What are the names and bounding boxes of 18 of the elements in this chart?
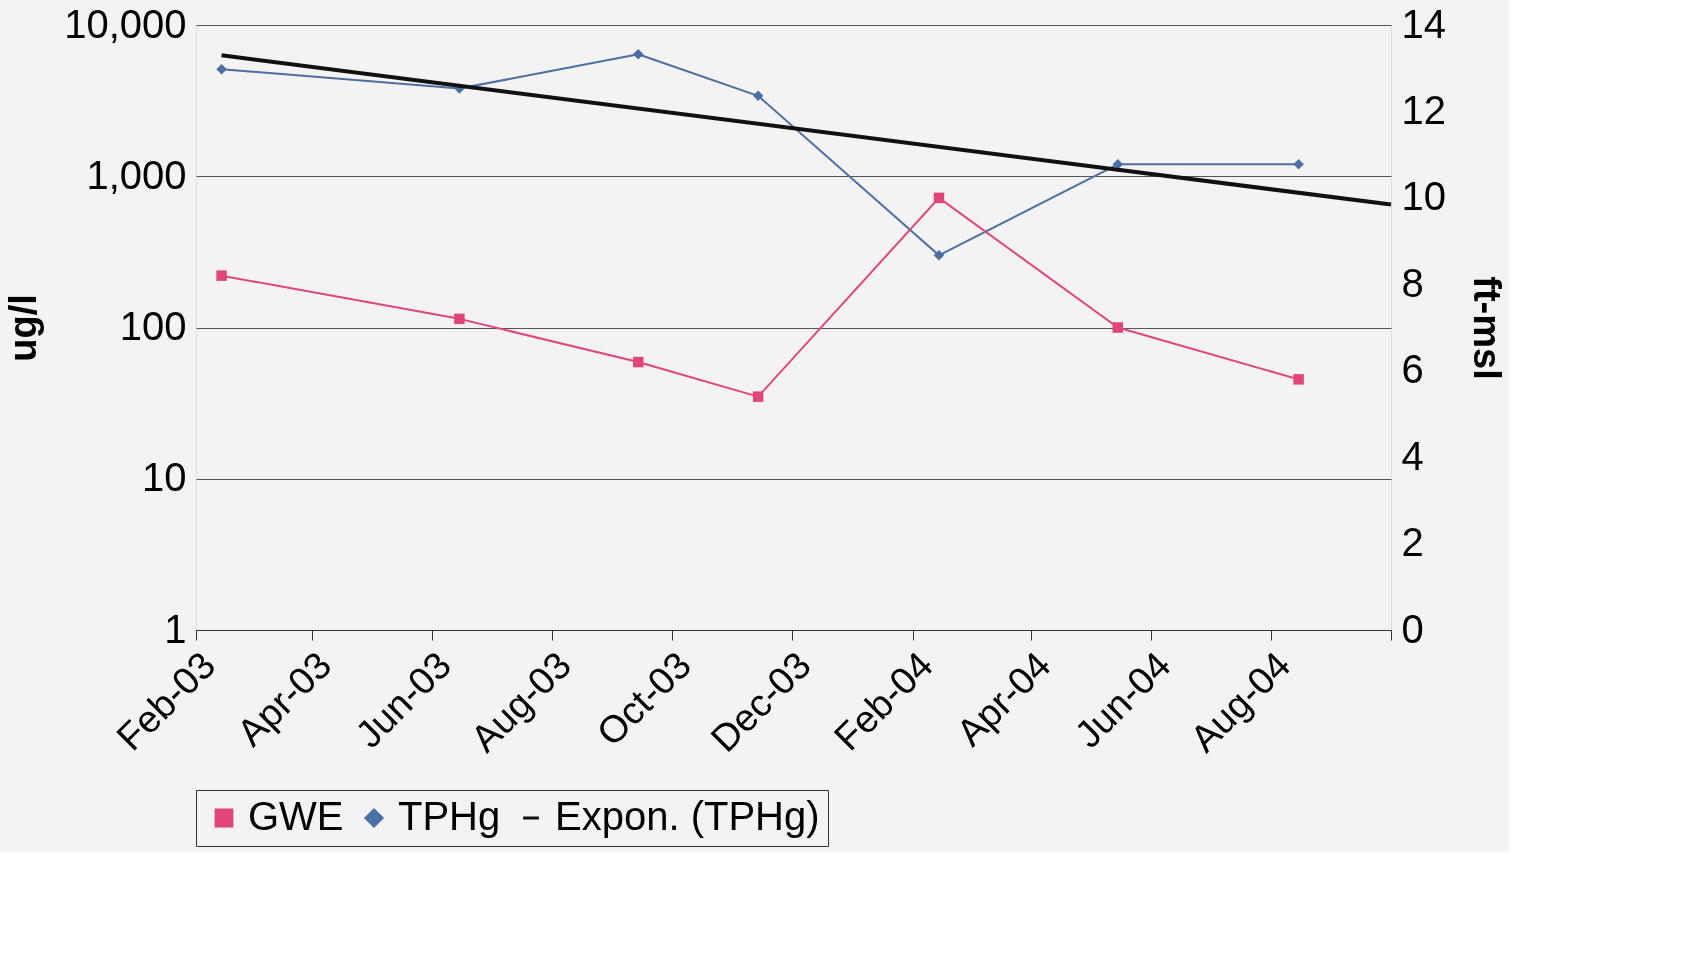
- y2-tick-label: 6: [1401, 347, 1424, 392]
- legend-label: Expon. (TPHg): [555, 794, 820, 838]
- y-tick-label: 10: [142, 455, 187, 500]
- y2-tick-label: 10: [1401, 174, 1446, 219]
- y2-tick-label: 0: [1401, 606, 1424, 651]
- y2-tick-label: 2: [1401, 520, 1424, 565]
- legend-label: GWE: [248, 794, 344, 838]
- y-axis-title: ug/l: [2, 294, 45, 362]
- y2-tick-label: 8: [1401, 260, 1424, 305]
- y2-tick-label: 12: [1401, 87, 1446, 132]
- legend-label: TPHg: [398, 794, 501, 838]
- y2-tick-label: 4: [1401, 433, 1424, 478]
- y-tick-label: 100: [119, 304, 187, 348]
- y-tick-label: 1,000: [86, 152, 187, 197]
- y-tick-label: 10,000: [64, 1, 187, 46]
- y-tick-label: 1: [164, 606, 187, 651]
- y2-axis-title: ft-msl: [1465, 276, 1508, 380]
- y2-tick-label: 14: [1401, 1, 1446, 46]
